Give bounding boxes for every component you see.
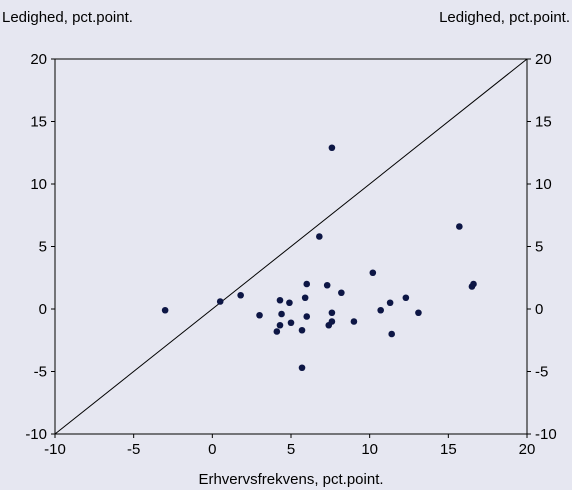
data-point [415, 309, 422, 317]
x-tick-label: -5 [127, 441, 140, 458]
data-point [286, 299, 293, 307]
data-point [328, 144, 336, 152]
data-point [298, 326, 306, 334]
data-point [273, 328, 281, 335]
data-point [237, 291, 244, 299]
data-point [338, 289, 345, 297]
data-point [316, 233, 323, 240]
data-point [303, 280, 311, 288]
x-tick-label: -10 [44, 441, 66, 458]
data-point [328, 318, 336, 325]
y-tick-label-right: -10 [535, 426, 557, 443]
data-point [278, 310, 285, 318]
data-point [276, 321, 284, 329]
x-axis-title: Erhvervsfrekvens, pct.point. [198, 471, 383, 488]
data-point [470, 280, 477, 288]
data-point [386, 299, 394, 307]
y-tick-label-left: 5 [39, 239, 47, 256]
data-point [402, 294, 410, 302]
data-point [301, 294, 309, 302]
data-point [328, 309, 336, 317]
x-tick-label: 10 [361, 441, 378, 458]
data-point [276, 296, 284, 304]
y-tick-label-left: 0 [39, 301, 47, 318]
data-point [323, 281, 331, 289]
x-tick-label: 0 [208, 441, 216, 458]
y-axis-title-right: Ledighed, pct.point. [439, 9, 570, 26]
data-point [350, 318, 358, 325]
y-tick-label-right: 15 [535, 114, 552, 131]
y-tick-label-left: -5 [34, 364, 47, 381]
y-tick-label-right: -5 [535, 364, 548, 381]
y-tick-label-right: 10 [535, 176, 552, 193]
data-point [303, 313, 311, 320]
y-axis-title-left: Ledighed, pct.point. [2, 9, 133, 26]
y-tick-label-right: 20 [535, 51, 552, 68]
data-point [298, 364, 306, 372]
data-point [216, 298, 224, 305]
y-tick-label-left: 20 [30, 51, 47, 68]
y-tick-label-left: 10 [30, 176, 47, 193]
x-tick-label: 20 [519, 441, 536, 458]
data-point [388, 330, 395, 338]
x-tick-label: 15 [440, 441, 457, 458]
y-tick-label-left: -10 [25, 426, 47, 443]
data-point [256, 311, 263, 319]
y-tick-label-right: 5 [535, 239, 543, 256]
x-tick-label: 5 [287, 441, 295, 458]
data-point [456, 223, 463, 230]
y-tick-label-left: 15 [30, 114, 47, 131]
data-point [161, 306, 169, 314]
reference-line-45deg [54, 58, 528, 435]
data-point [287, 319, 295, 327]
data-point [369, 269, 377, 277]
y-tick-label-right: 0 [535, 301, 543, 318]
data-point [377, 306, 384, 314]
